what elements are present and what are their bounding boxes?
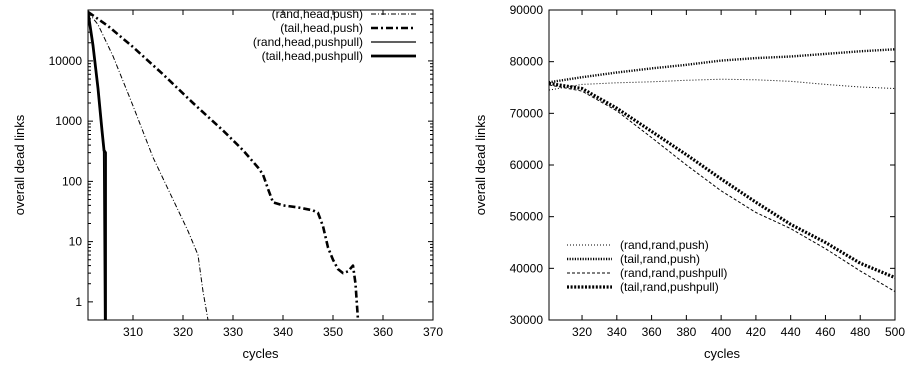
y-tick-label: 30000 <box>510 313 544 327</box>
y-axis-label: overall dead links <box>473 114 488 215</box>
x-tick-label: 360 <box>373 325 393 339</box>
x-axis-label: cycles <box>704 346 741 361</box>
legend-label-0: (rand,head,push) <box>272 7 363 21</box>
x-tick-label: 320 <box>173 325 193 339</box>
x-tick-label: 310 <box>123 325 143 339</box>
x-tick-label: 500 <box>885 325 905 339</box>
y-tick-label: 10 <box>69 235 83 249</box>
series-line-1 <box>549 48 895 84</box>
legend: (rand,head,push)(tail,head,push)(rand,he… <box>253 7 416 63</box>
y-tick-label: 1000 <box>55 114 82 128</box>
series-group <box>549 48 895 293</box>
legend: (rand,rand,push)(tail,rand,push)(rand,ra… <box>567 238 727 294</box>
left-chart: 310 320 330 340 350 360 370 1 10 100 1000 10000 cycl… <box>12 7 443 361</box>
x-tick-label: 370 <box>423 325 443 339</box>
x-tick-label: 340 <box>607 325 627 339</box>
x-tick-label: 400 <box>711 325 731 339</box>
x-tick-label: 480 <box>850 325 870 339</box>
series-line-0 <box>549 78 895 91</box>
y-tick-label: 80000 <box>510 55 544 69</box>
y-tick-label: 60000 <box>510 158 544 172</box>
y-tick-label: 90000 <box>510 3 544 17</box>
x-tick-label: 340 <box>273 325 293 339</box>
x-axis-label: cycles <box>242 346 279 361</box>
legend-label-2: (rand,rand,pushpull) <box>620 266 727 280</box>
x-tick-label: 330 <box>223 325 243 339</box>
legend-label-2: (rand,head,pushpull) <box>253 35 363 49</box>
x-tick-label: 350 <box>323 325 343 339</box>
series-line-3 <box>88 11 107 320</box>
plot-frame <box>87 9 434 321</box>
y-tick-label: 1 <box>75 295 82 309</box>
legend-label-3: (tail,head,pushpull) <box>262 49 363 63</box>
series-line-0 <box>88 11 209 320</box>
y-tick-label: 100 <box>62 174 82 188</box>
legend-label-1: (tail,head,push) <box>280 21 363 35</box>
legend-label-0: (rand,rand,push) <box>620 238 709 252</box>
y-tick-label: 50000 <box>510 210 544 224</box>
x-tick-label: 440 <box>781 325 801 339</box>
y-tick-label: 10000 <box>49 54 83 68</box>
x-tick-label: 380 <box>676 325 696 339</box>
x-tick-label: 420 <box>746 325 766 339</box>
series-line-2 <box>549 84 895 293</box>
series-line-3 <box>549 81 895 280</box>
right-chart: 320 340 360 380 400 420 440 460 480 500 30000 40000… <box>473 3 905 361</box>
y-axis-label: overall dead links <box>12 114 27 215</box>
y-tick-label: 40000 <box>510 261 544 275</box>
series-group <box>88 10 360 320</box>
legend-label-3: (tail,rand,pushpull) <box>620 280 719 294</box>
legend-label-1: (tail,rand,push) <box>620 252 700 266</box>
x-tick-label: 460 <box>815 325 835 339</box>
x-tick-label: 320 <box>572 325 592 339</box>
x-tick-label: 360 <box>642 325 662 339</box>
y-tick-label: 70000 <box>510 106 544 120</box>
series-line-1 <box>88 10 360 320</box>
